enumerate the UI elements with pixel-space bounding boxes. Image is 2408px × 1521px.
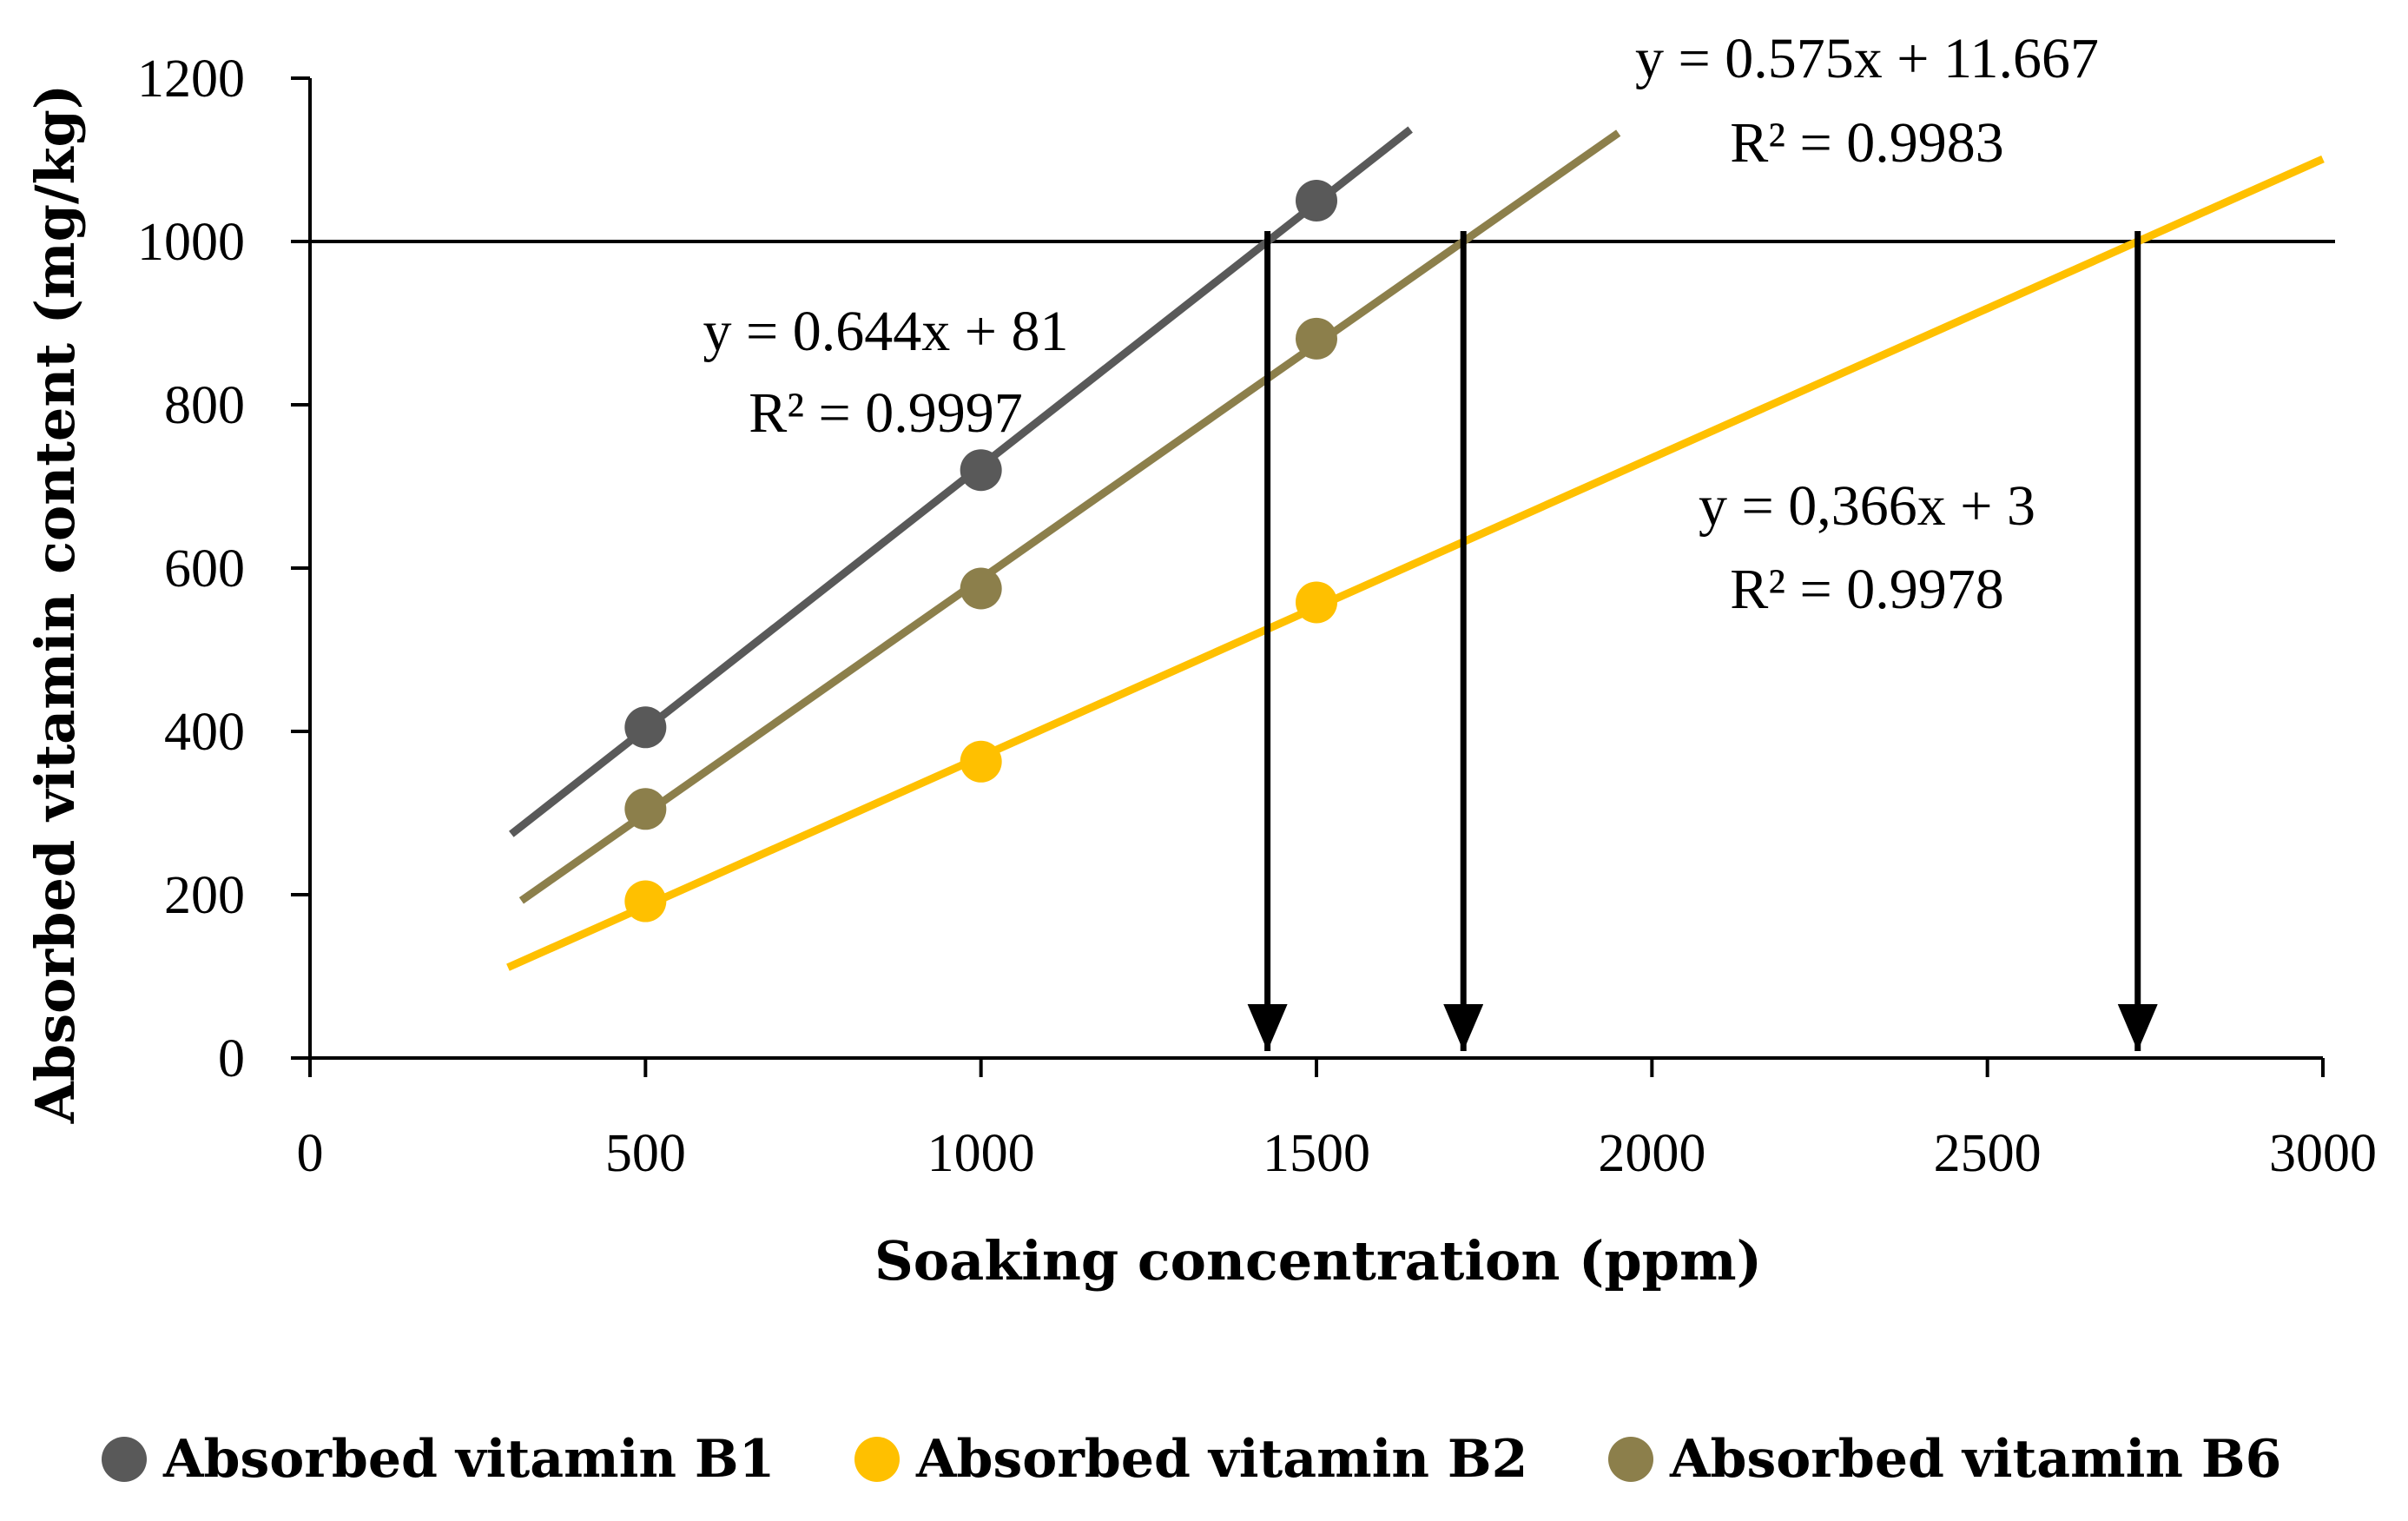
y-tick-label: 1200	[137, 50, 245, 109]
b6-equation: y = 0.575x + 11.667	[1635, 27, 2099, 90]
x-tick-label: 500	[605, 1124, 686, 1183]
data-point-b6	[624, 788, 667, 830]
legend: Absorbed vitamin B1 Absorbed vitamin B2 …	[102, 1429, 2281, 1490]
crossing-arrows	[1247, 231, 2158, 1051]
y-tick-label: 1000	[137, 213, 245, 272]
x-tick-label: 3000	[2269, 1124, 2377, 1183]
y-tick-label: 0	[218, 1029, 245, 1088]
y-tick-label: 200	[164, 866, 245, 925]
trendline-b2	[506, 155, 2325, 971]
b6-r2: R² = 0.9983	[1730, 111, 2004, 175]
data-point-b1	[624, 706, 667, 749]
x-axis-title: Soaking concentration (ppm)	[874, 1229, 1762, 1293]
data-point-b2	[1296, 581, 1337, 624]
x-tick-label: 1500	[1263, 1124, 1370, 1183]
legend-label-b1: Absorbed vitamin B1	[162, 1429, 775, 1490]
x-tick-label: 0	[297, 1124, 324, 1183]
y-tick-label: 400	[164, 703, 245, 762]
data-point-b6	[960, 567, 1002, 610]
b1-equation: y = 0.644x + 81	[703, 300, 1069, 363]
legend-marker-b1	[102, 1437, 147, 1482]
b1-r2: R² = 0.9997	[749, 381, 1023, 445]
legend-marker-b2	[854, 1437, 900, 1482]
labels: 0 200 400 600 800 1000 1200 0 500 1000 1500 2000 250…	[137, 50, 2377, 1183]
y-axis-title: Absorbed vitamin content (mg/kg)	[23, 84, 87, 1124]
legend-marker-b6	[1608, 1437, 1653, 1482]
axes	[291, 76, 2325, 1077]
x-tick-label: 1000	[927, 1124, 1035, 1183]
data-point-b2	[960, 740, 1002, 783]
trendlines	[506, 126, 2325, 971]
trendline-b6	[518, 129, 1621, 904]
y-tick-label: 600	[164, 539, 245, 598]
data-point-b1	[1296, 180, 1337, 222]
x-tick-label: 2500	[1934, 1124, 2042, 1183]
data-point-b1	[960, 449, 1002, 492]
legend-label-b6: Absorbed vitamin B6	[1669, 1429, 2281, 1490]
data-point-b6	[1296, 317, 1337, 360]
data-point-b2	[624, 880, 667, 923]
legend-label-b2: Absorbed vitamin B2	[915, 1429, 1527, 1490]
y-tick-label: 800	[164, 376, 245, 435]
b2-r2: R² = 0.9978	[1730, 558, 2004, 621]
data-points	[624, 180, 1337, 923]
b2-equation: y = 0,366x + 3	[1699, 474, 2035, 538]
x-tick-label: 2000	[1598, 1124, 1705, 1183]
